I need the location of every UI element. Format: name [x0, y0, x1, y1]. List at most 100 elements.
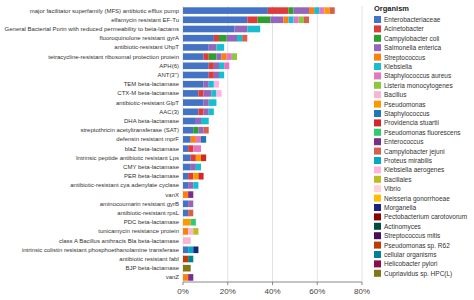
- bar-segment: [224, 72, 225, 79]
- bar-segment: [198, 182, 199, 189]
- category-label: CMY beta-lactamase: [123, 164, 180, 170]
- bar-segment: [260, 26, 261, 33]
- bar-segment: [219, 81, 220, 88]
- bar-segment: [193, 274, 194, 281]
- bar-segment: [237, 53, 238, 60]
- bar-segment: [237, 53, 238, 60]
- bar-segment: [309, 16, 310, 23]
- bar-segment: [224, 72, 225, 79]
- bar-segment: [216, 53, 221, 60]
- bar-segment: [198, 182, 199, 189]
- legend-swatch: [374, 232, 381, 239]
- legend-swatch: [374, 72, 381, 79]
- bar-segment: [247, 35, 248, 42]
- bar-segment: [198, 182, 199, 189]
- bar-segment: [193, 200, 194, 207]
- bar-segment: [224, 44, 225, 51]
- category-label: vanZ: [166, 274, 180, 280]
- bar-segment: [229, 62, 230, 69]
- legend-label: Staphylococcus aureus: [384, 72, 452, 80]
- bar-segment: [224, 72, 225, 79]
- bar-segment: [195, 219, 196, 226]
- bar-segment: [204, 127, 209, 134]
- bar-segment: [203, 173, 204, 180]
- legend-swatch: [374, 223, 381, 230]
- legend-label: Neisseria gonorrhoeae: [384, 195, 450, 203]
- bar-segment: [201, 164, 202, 171]
- bar-segment: [208, 127, 209, 134]
- tick-label: 0%: [177, 287, 189, 296]
- legend-swatch: [374, 82, 381, 89]
- bar-segment: [190, 237, 191, 244]
- bar-segment: [183, 154, 191, 161]
- bar-segment: [334, 7, 335, 14]
- bar-segment: [201, 145, 202, 152]
- bar-segment: [201, 164, 202, 171]
- bar-segment: [224, 44, 225, 51]
- grid-line: [227, 6, 228, 282]
- bar-segment: [193, 200, 194, 207]
- bar-segment: [206, 136, 207, 143]
- bar-segment: [283, 16, 288, 23]
- bar-segment: [206, 154, 207, 161]
- bar-segment: [213, 108, 214, 115]
- bar-segment: [183, 219, 191, 226]
- bar-segment: [190, 237, 191, 244]
- bar-segment: [216, 44, 224, 51]
- bar-segment: [206, 136, 207, 143]
- bar-segment: [193, 274, 194, 281]
- bar-segment: [216, 99, 217, 106]
- bar-segment: [224, 44, 225, 51]
- bar-segment: [334, 7, 335, 14]
- bar-segment: [216, 99, 217, 106]
- bar-segment: [193, 200, 194, 207]
- bar-segment: [195, 219, 196, 226]
- chart: 0%20%40%60%80%major facilitator superfam…: [0, 0, 474, 300]
- bar-segment: [193, 210, 194, 217]
- bar-segment: [237, 53, 238, 60]
- bar-segment: [190, 237, 191, 244]
- bar-segment: [198, 182, 199, 189]
- bar-segment: [201, 164, 202, 171]
- bar-segment: [229, 62, 230, 69]
- bar-segment: [213, 108, 214, 115]
- bar-segment: [183, 108, 198, 115]
- bar-segment: [188, 228, 193, 235]
- bar-segment: [206, 154, 207, 161]
- bar-segment: [188, 246, 193, 253]
- bar-segment: [198, 246, 199, 253]
- bar-segment: [224, 72, 225, 79]
- bar-segment: [213, 108, 214, 115]
- bar-segment: [193, 274, 194, 281]
- bar-segment: [203, 173, 204, 180]
- bar-segment: [193, 200, 194, 207]
- bar-segment: [224, 72, 225, 79]
- bar-segment: [221, 90, 222, 97]
- category-label: antibiotic-resistant GlpT: [116, 100, 179, 106]
- bar-segment: [201, 145, 202, 152]
- legend-swatch: [374, 25, 381, 32]
- bar-segment: [216, 99, 217, 106]
- bar-segment: [214, 35, 219, 42]
- bar-segment: [198, 228, 199, 235]
- bar-segment: [198, 182, 199, 189]
- bar-segment: [229, 62, 230, 69]
- bar-segment: [219, 81, 220, 88]
- bar-segment: [309, 16, 310, 23]
- bar-segment: [221, 90, 222, 97]
- bar-segment: [208, 127, 209, 134]
- bar-segment: [201, 164, 202, 171]
- bar-segment: [193, 210, 194, 217]
- bar-segment: [309, 16, 310, 23]
- bar-segment: [299, 16, 304, 23]
- bar-segment: [206, 136, 207, 143]
- bar-segment: [209, 99, 217, 106]
- category-label: AAC(3): [159, 109, 179, 115]
- bar-segment: [237, 53, 238, 60]
- bar-segment: [227, 35, 237, 42]
- bar-segment: [221, 90, 222, 97]
- bar-segment: [201, 164, 202, 171]
- bar-segment: [201, 145, 202, 152]
- bar-segment: [208, 127, 209, 134]
- bar-segment: [201, 164, 202, 171]
